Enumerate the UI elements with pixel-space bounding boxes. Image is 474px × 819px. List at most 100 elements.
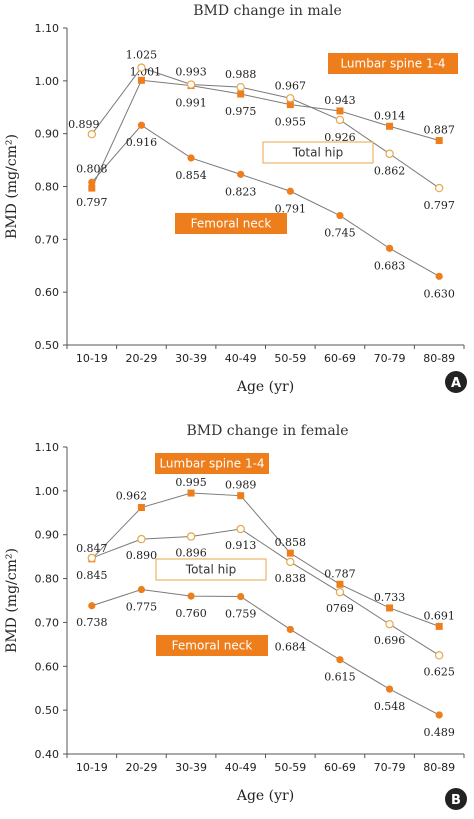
- data-label: 0.926: [324, 131, 356, 144]
- data-point-square: [435, 622, 443, 630]
- y-tick-label: 1.00: [35, 485, 60, 498]
- x-tick-label: 50-59: [274, 761, 306, 774]
- legend-box: [262, 141, 374, 164]
- data-point-circle: [286, 187, 294, 195]
- y-tick-label: 0.40: [35, 748, 60, 761]
- y-axis-title: BMD (mg/cm²): [4, 548, 20, 653]
- series-line: [91, 589, 440, 716]
- series-line: [91, 79, 440, 189]
- x-tick-label: 70-79: [374, 352, 406, 365]
- data-label: 0.630: [423, 287, 455, 300]
- legend-entry: Lumbar spine 1-4: [155, 453, 269, 474]
- panel-label: B: [451, 793, 461, 808]
- data-point-square: [386, 604, 394, 612]
- data-point-circle: [137, 121, 146, 129]
- data-point-square: [137, 504, 145, 512]
- legend-entry: Total hip: [155, 558, 267, 581]
- data-label: 0.991: [175, 97, 207, 110]
- data-point-square: [237, 492, 245, 500]
- x-tick-label: 10-19: [76, 761, 108, 774]
- data-point-open-circle: [434, 651, 444, 660]
- data-label: 0.899: [68, 118, 100, 131]
- data-point-open-circle: [335, 115, 345, 125]
- series-line: [91, 492, 440, 627]
- data-label: 0.797: [423, 199, 455, 212]
- data-point-square: [336, 107, 344, 115]
- data-point-open-circle: [286, 557, 295, 567]
- data-label: 0769: [326, 602, 354, 615]
- data-point-circle: [187, 154, 195, 162]
- data-label: 0.684: [275, 640, 307, 653]
- data-label: 0.988: [225, 68, 257, 81]
- legend-entry: Total hip: [262, 141, 374, 164]
- x-tick-label: 20-29: [125, 352, 157, 365]
- y-tick-label: 0.80: [35, 573, 60, 586]
- data-point-square: [137, 76, 145, 84]
- y-tick-label: 0.60: [35, 286, 60, 299]
- data-label: 0.759: [225, 608, 257, 621]
- data-label: 0.989: [225, 479, 257, 492]
- chart-title: BMD change in male: [193, 3, 342, 19]
- data-label: 0.993: [175, 66, 207, 79]
- data-label: 0.914: [374, 109, 406, 122]
- data-point-square: [336, 580, 344, 588]
- chart-title: BMD change in female: [186, 423, 348, 439]
- x-tick-label: 40-49: [225, 352, 257, 365]
- x-axis-title: Age (yr): [236, 379, 294, 395]
- data-label: 0.797: [76, 196, 108, 209]
- data-label: 0.745: [324, 227, 356, 240]
- data-point-circle: [435, 711, 443, 719]
- data-point-circle: [385, 244, 394, 252]
- data-point-circle: [435, 272, 443, 280]
- chart-female: BMD change in female 0.40 0.50 0.60 0.70 0.80…: [4, 423, 467, 810]
- data-point-square: [386, 122, 394, 130]
- data-label: 0.975: [225, 105, 257, 118]
- x-tick-label: 60-69: [324, 761, 356, 774]
- data-point-open-circle: [186, 80, 196, 89]
- data-point-square: [88, 184, 96, 192]
- y-tick-label: 0.70: [35, 233, 60, 246]
- legend-label: Lumbar spine 1-4: [159, 457, 264, 471]
- data-label: 0.916: [126, 136, 158, 149]
- chart-panel-female: BMD change in female 0.40 0.50 0.60 0.70 0.80…: [0, 410, 474, 819]
- data-label: 0.887: [423, 124, 455, 137]
- y-axis-title: BMD (mg/cm²): [4, 134, 20, 239]
- data-label: 1.025: [126, 49, 158, 62]
- data-label: 0.962: [116, 490, 148, 503]
- x-tick-label: 30-39: [175, 352, 207, 365]
- legend-label: Femoral neck: [191, 217, 272, 231]
- data-point-open-circle: [87, 129, 97, 139]
- data-point-open-circle: [87, 553, 97, 563]
- data-label: 0.995: [175, 476, 207, 489]
- data-point-square: [187, 489, 195, 497]
- data-point-square: [435, 137, 443, 145]
- x-tick-label: 40-49: [225, 761, 257, 774]
- data-label: 0.489: [423, 726, 455, 739]
- data-label: 0.625: [423, 665, 455, 678]
- data-point-circle: [336, 656, 344, 664]
- data-point-open-circle: [137, 63, 146, 72]
- y-tick-label: 0.90: [35, 529, 60, 542]
- data-point-circle: [237, 592, 245, 601]
- y-tick-label: 1.00: [35, 75, 60, 88]
- data-point-circle: [88, 602, 96, 610]
- panel-label: A: [451, 376, 461, 391]
- chart-male: BMD change in male 0.50 0.60 0.70 0.80 0.90 1.…: [4, 3, 467, 395]
- data-point-circle: [187, 592, 195, 600]
- legend-entry: Femoral neck: [156, 635, 268, 656]
- data-label: 0.854: [175, 169, 207, 182]
- data-point-circle: [336, 211, 344, 220]
- data-point-circle: [137, 585, 146, 594]
- data-point-circle: [88, 178, 96, 186]
- legend-label: Total hip: [292, 146, 343, 160]
- y-tick-label: 0.50: [35, 339, 60, 352]
- x-tick-label: 30-39: [175, 761, 207, 774]
- data-label: 0.862: [374, 165, 406, 178]
- data-label: 0.683: [374, 259, 406, 272]
- data-point-square: [286, 549, 294, 557]
- data-label: 0.733: [374, 591, 406, 604]
- data-point-open-circle: [137, 534, 146, 544]
- data-label: 0.847: [76, 542, 108, 555]
- data-point-open-circle: [186, 532, 196, 541]
- x-tick-label: 80-89: [423, 761, 455, 774]
